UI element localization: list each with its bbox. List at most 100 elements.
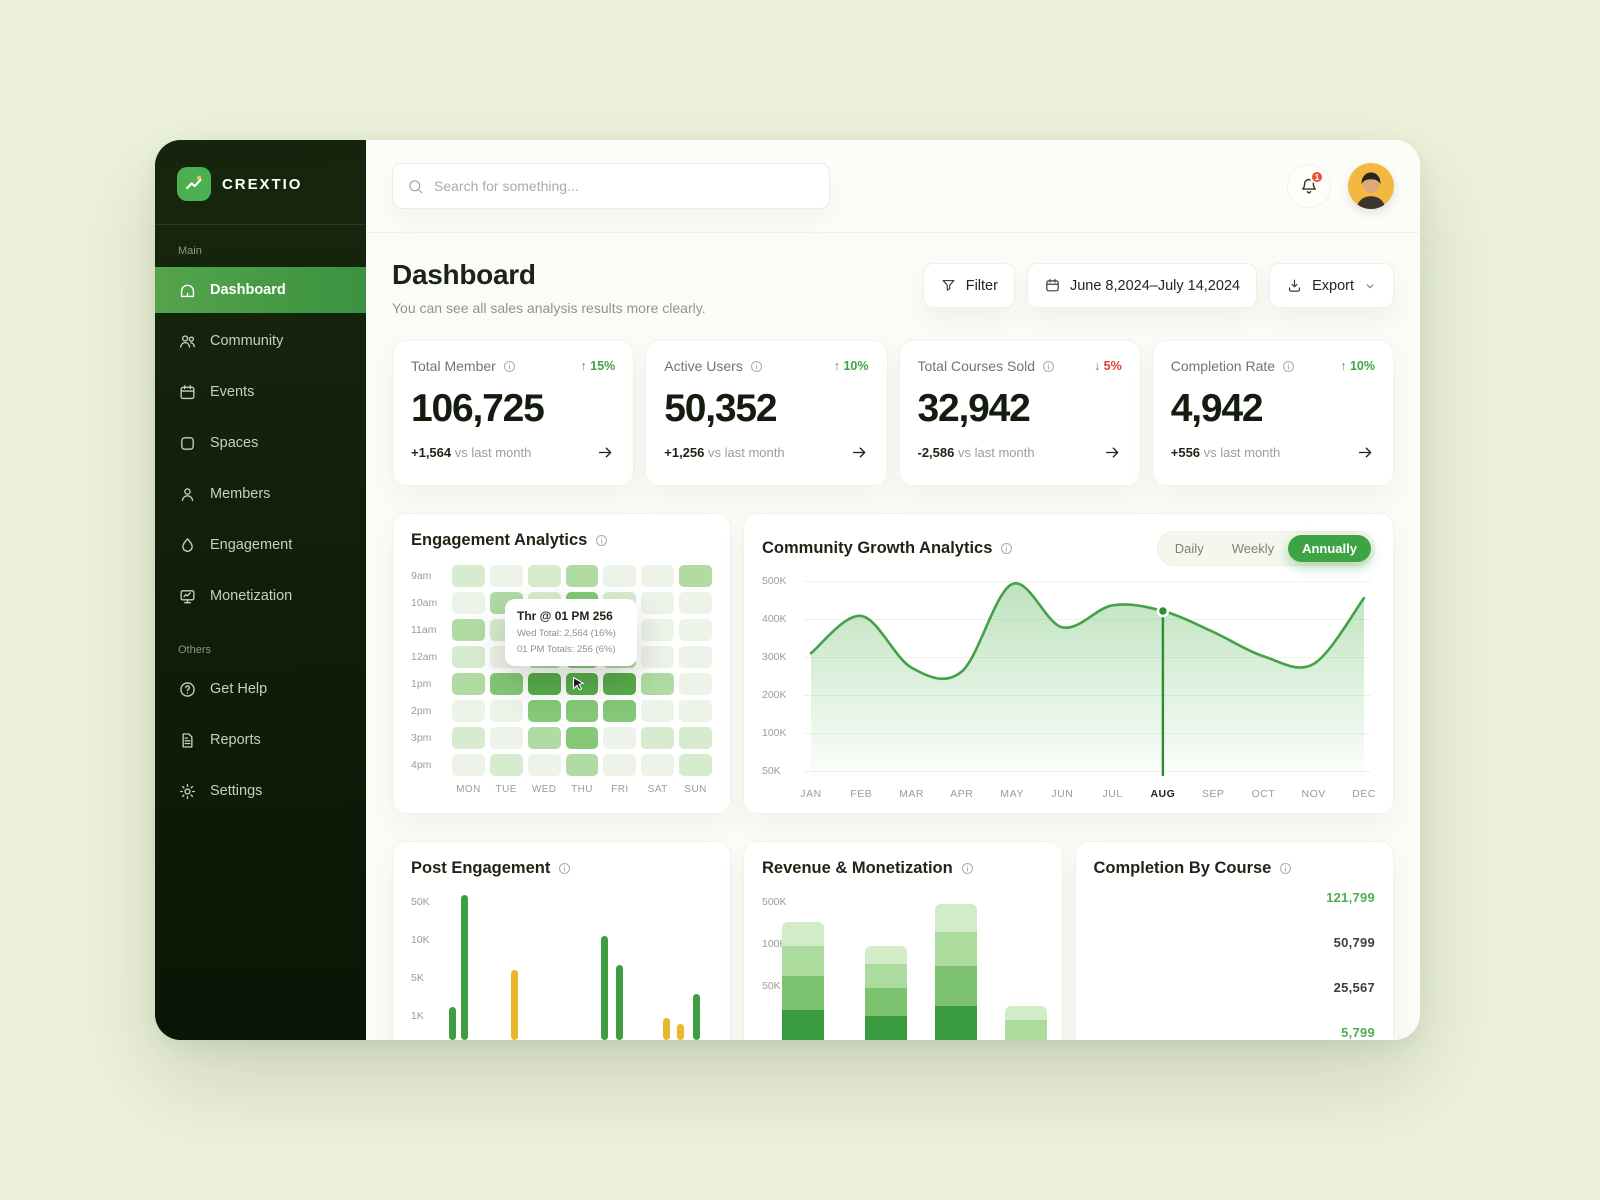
sidebar-item-community[interactable]: Community	[155, 318, 366, 364]
pe-bar[interactable]	[677, 1024, 684, 1040]
pe-bar[interactable]	[511, 970, 518, 1040]
info-icon[interactable]	[749, 359, 764, 374]
pe-bar[interactable]	[616, 965, 623, 1040]
sidebar-item-reports[interactable]: Reports	[155, 717, 366, 763]
heatmap-cell[interactable]	[603, 727, 637, 749]
search-box[interactable]	[392, 163, 830, 209]
members-icon	[178, 485, 197, 504]
heatmap-cell[interactable]	[641, 727, 675, 749]
heatmap-cell[interactable]	[452, 754, 485, 776]
toggle-daily[interactable]: Daily	[1174, 541, 1204, 556]
revenue-stack[interactable]	[1005, 1006, 1047, 1040]
heatmap-cell[interactable]	[679, 700, 712, 722]
heatmap-cell[interactable]	[489, 673, 523, 695]
heatmap-cell[interactable]	[679, 619, 712, 641]
heatmap-cell[interactable]	[641, 646, 675, 668]
heatmap-cell[interactable]	[679, 673, 712, 695]
growth-month-label: DEC	[1352, 788, 1376, 800]
heatmap-cell[interactable]	[641, 619, 675, 641]
sidebar-item-members[interactable]: Members	[155, 471, 366, 517]
heatmap-cell[interactable]	[527, 565, 561, 587]
pe-bar[interactable]	[461, 895, 468, 1040]
heatmap-cell[interactable]	[527, 727, 561, 749]
heatmap-cell[interactable]	[603, 700, 637, 722]
arrow-right-icon[interactable]	[850, 443, 869, 462]
sidebar-item-events[interactable]: Events	[155, 369, 366, 415]
growth-y-tick: 300K	[762, 651, 787, 663]
info-icon[interactable]	[1278, 861, 1293, 876]
info-icon[interactable]	[502, 359, 517, 374]
heatmap-cell[interactable]	[603, 673, 637, 695]
toggle-weekly[interactable]: Weekly	[1231, 541, 1275, 556]
heatmap-cell[interactable]	[565, 754, 599, 776]
page-subtitle: You can see all sales analysis results m…	[392, 300, 706, 316]
heatmap-cell[interactable]	[452, 727, 485, 749]
heatmap-cell[interactable]	[641, 673, 675, 695]
heatmap-cell[interactable]	[603, 565, 637, 587]
sidebar-item-engagement[interactable]: Engagement	[155, 522, 366, 568]
revenue-stack[interactable]	[782, 922, 824, 1040]
heatmap-cell[interactable]	[565, 565, 599, 587]
info-icon[interactable]	[999, 541, 1014, 556]
info-icon[interactable]	[960, 861, 975, 876]
heatmap-cell[interactable]	[452, 646, 485, 668]
heatmap-cell[interactable]	[641, 592, 675, 614]
toggle-annually[interactable]: Annually	[1288, 535, 1371, 562]
export-button[interactable]: Export	[1269, 263, 1394, 308]
heatmap-cell[interactable]	[679, 565, 712, 587]
arrow-right-icon[interactable]	[1103, 443, 1122, 462]
heatmap-cell[interactable]	[603, 754, 637, 776]
sidebar-item-dashboard[interactable]: Dashboard	[155, 267, 366, 313]
completion-values: 121,799 50,799 25,567 5,799	[1094, 890, 1376, 1040]
heatmap-cell[interactable]	[452, 673, 485, 695]
stat-change-badge: ↑ 10%	[833, 359, 869, 373]
search-input[interactable]	[434, 178, 815, 194]
sidebar-item-get-help[interactable]: Get Help	[155, 666, 366, 712]
heatmap-cell[interactable]	[641, 565, 675, 587]
revenue-monetization-card: Revenue & Monetization 500K 100K 50K	[743, 841, 1063, 1040]
sidebar-item-settings[interactable]: Settings	[155, 768, 366, 814]
heatmap-col-label: MON	[456, 784, 481, 795]
heatmap-cell[interactable]	[679, 754, 712, 776]
heatmap-cell[interactable]	[527, 673, 561, 695]
topbar-actions: 1	[1287, 163, 1394, 209]
heatmap-cell[interactable]	[565, 727, 599, 749]
nav-section-label: Others	[178, 644, 212, 656]
revenue-stack[interactable]	[935, 904, 977, 1040]
sidebar-item-monetization[interactable]: Monetization	[155, 573, 366, 619]
heatmap-cell[interactable]	[452, 592, 485, 614]
user-avatar[interactable]	[1348, 163, 1394, 209]
heatmap-cell[interactable]	[679, 646, 712, 668]
heatmap-cell[interactable]	[489, 565, 523, 587]
pe-bar[interactable]	[693, 994, 700, 1040]
heatmap-cell[interactable]	[489, 754, 523, 776]
date-range-picker[interactable]: June 8,2024–July 14,2024	[1026, 263, 1258, 308]
heatmap-cell[interactable]	[641, 754, 675, 776]
heatmap-cell[interactable]	[679, 727, 712, 749]
heatmap-cell[interactable]	[489, 700, 523, 722]
heatmap-cell[interactable]	[452, 700, 485, 722]
heatmap-cell[interactable]	[641, 700, 675, 722]
pe-bar[interactable]	[663, 1018, 670, 1040]
heatmap-cell[interactable]	[527, 754, 561, 776]
heatmap-cell[interactable]	[565, 700, 599, 722]
notifications-button[interactable]: 1	[1287, 164, 1331, 208]
info-icon[interactable]	[594, 533, 609, 548]
info-icon[interactable]	[557, 861, 572, 876]
heatmap-cell[interactable]	[452, 619, 485, 641]
arrow-right-icon[interactable]	[596, 443, 615, 462]
heatmap-cell[interactable]	[679, 592, 712, 614]
pe-bar[interactable]	[601, 936, 608, 1040]
info-icon[interactable]	[1281, 359, 1296, 374]
pe-bar[interactable]	[449, 1007, 456, 1040]
heatmap-cell[interactable]	[489, 727, 523, 749]
nav-section-label: Main	[178, 245, 202, 257]
filter-button[interactable]: Filter	[922, 263, 1015, 308]
heatmap-cell[interactable]	[527, 700, 561, 722]
sidebar-item-spaces[interactable]: Spaces	[155, 420, 366, 466]
heatmap-cell[interactable]	[452, 565, 485, 587]
arrow-right-icon[interactable]	[1356, 443, 1375, 462]
revenue-stack[interactable]	[865, 946, 907, 1040]
completion-by-course-card: Completion By Course 121,799 50,799 25,567…	[1074, 841, 1394, 1040]
info-icon[interactable]	[1041, 359, 1056, 374]
